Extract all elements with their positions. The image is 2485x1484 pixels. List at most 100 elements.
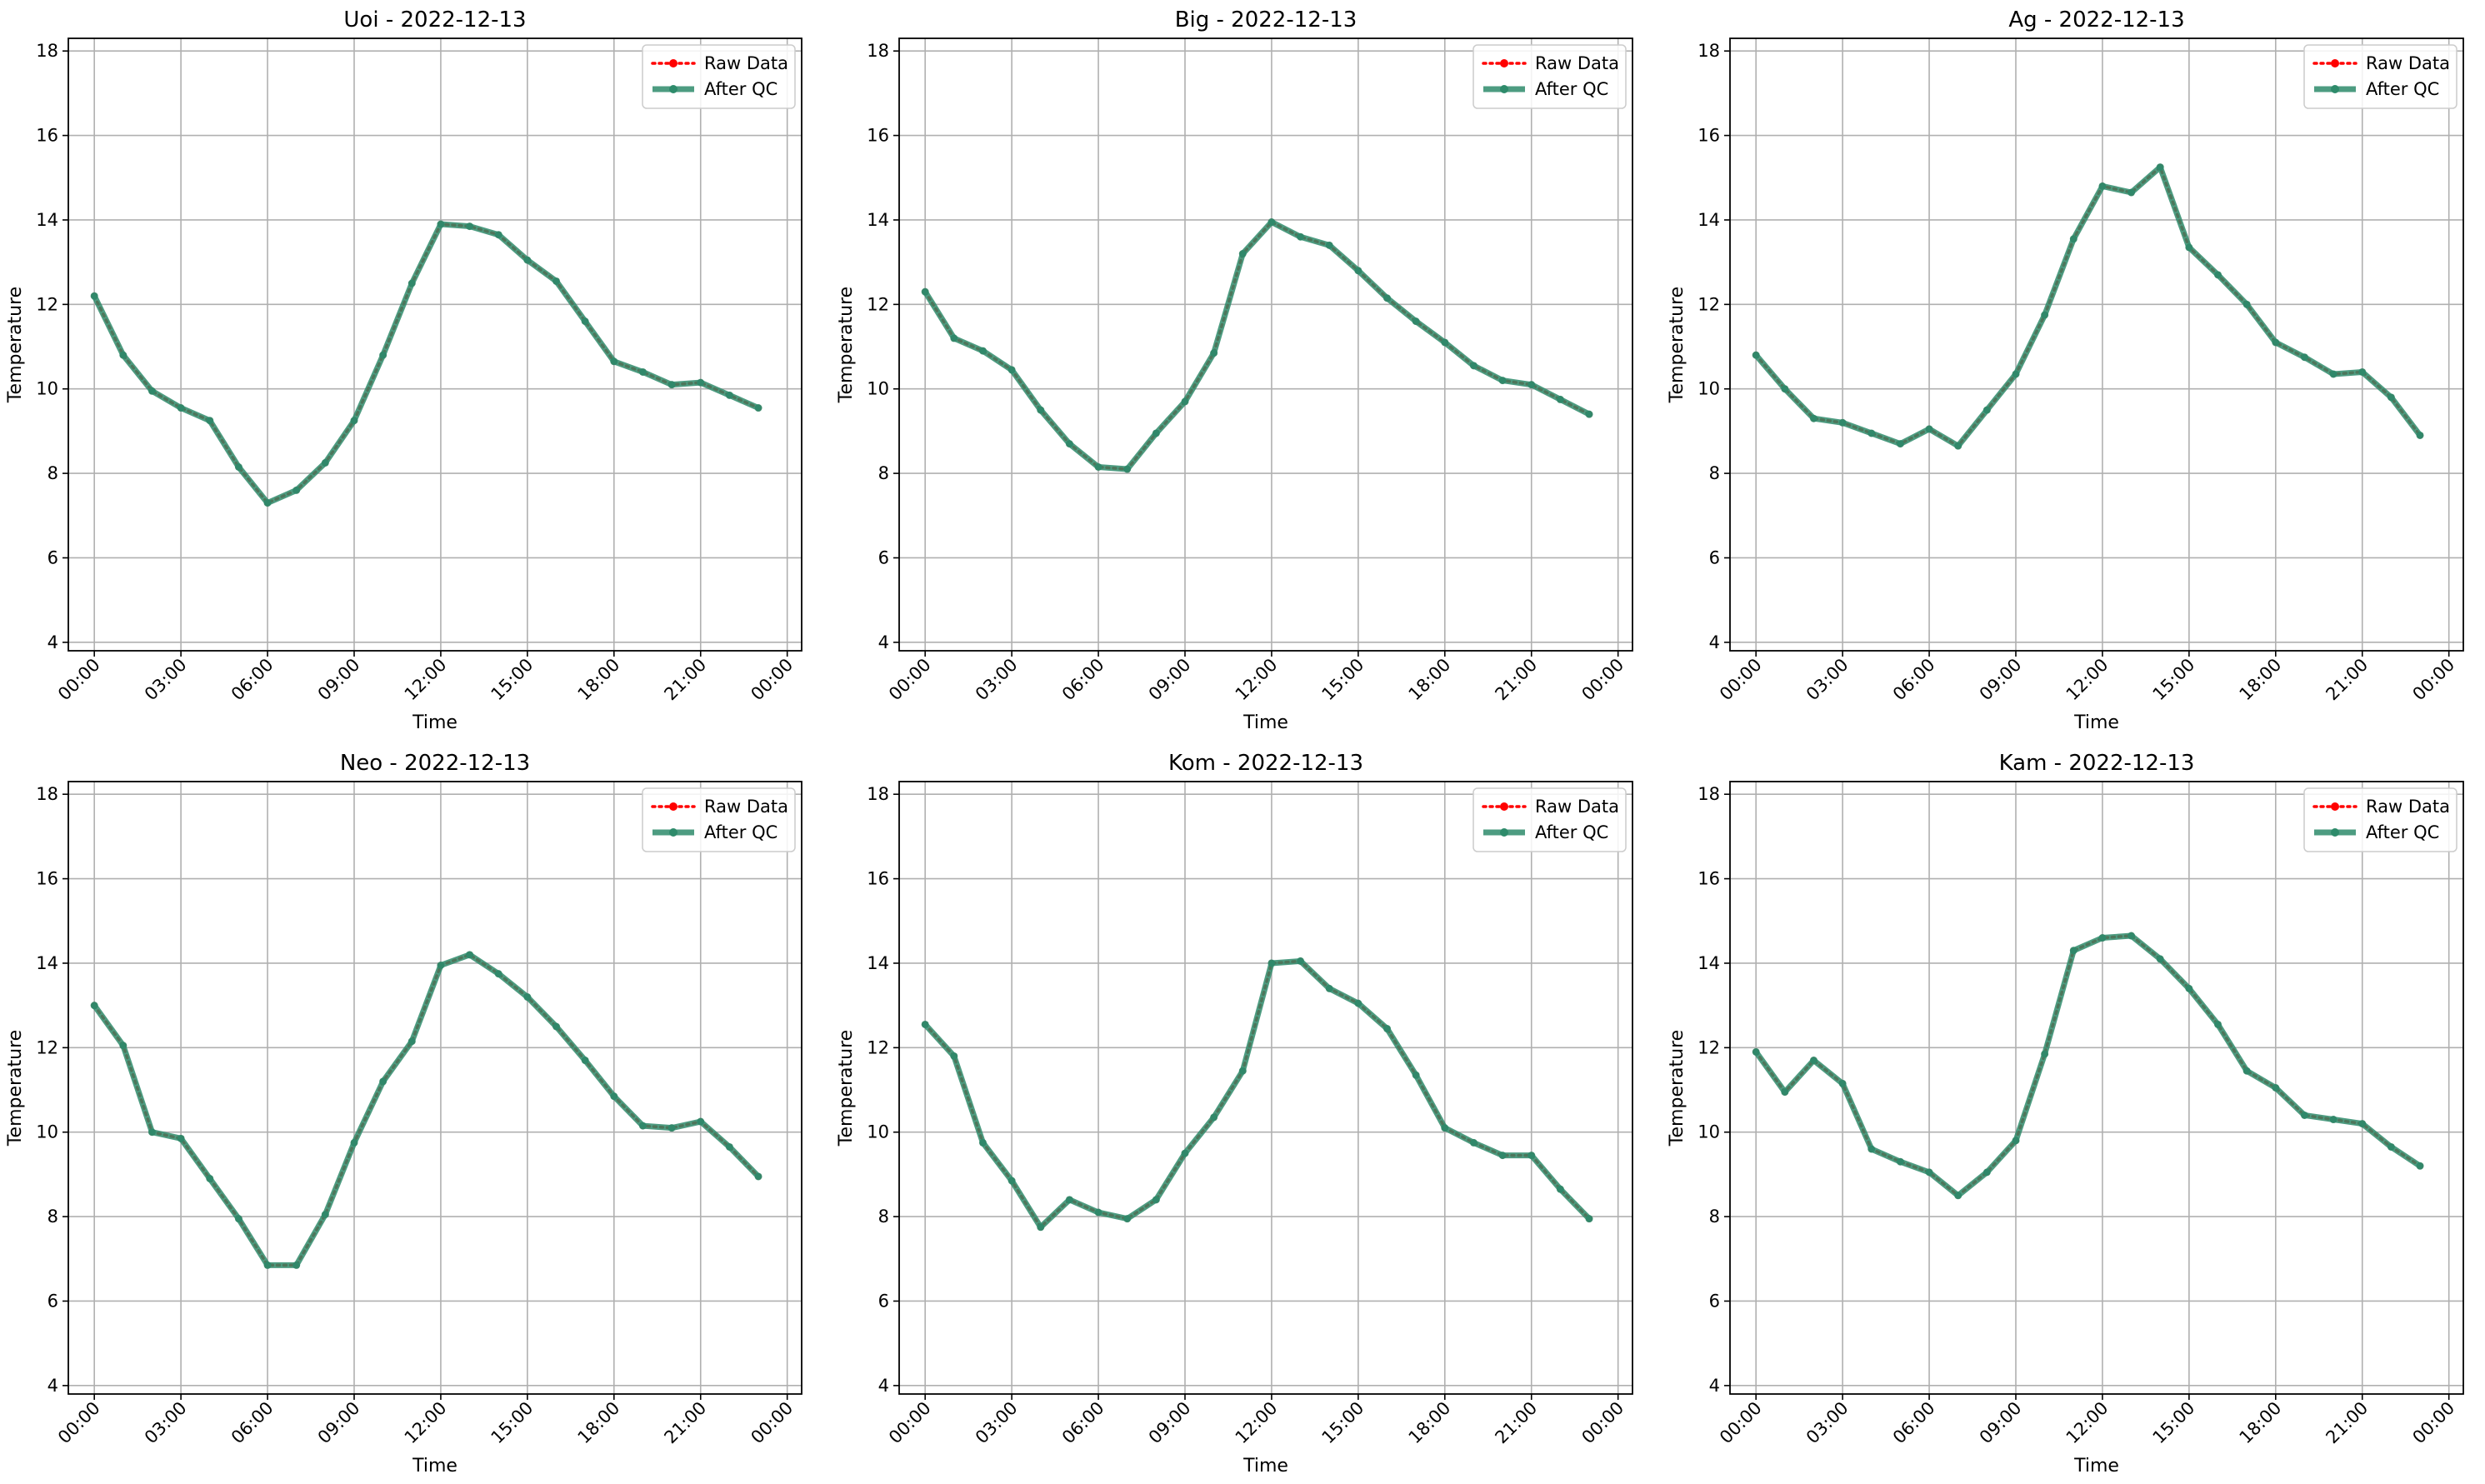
qc-data-point [2300,353,2308,362]
y-tick-label: 12 [1698,294,1720,314]
legend-label: Raw Data [1535,53,1619,73]
qc-data-point [1954,442,1962,450]
y-tick-label: 12 [867,1037,889,1057]
qc-data-point [581,317,589,326]
x-tick-label: 09:00 [1976,1398,2026,1448]
x-tick-label: 00:00 [54,1398,104,1448]
qc-data-point [1238,1067,1247,1075]
qc-data-point [466,951,474,959]
qc-data-point [523,993,532,1002]
qc-data-point [725,1142,733,1151]
qc-data-point [466,222,474,231]
qc-data-point [494,231,502,239]
y-tick-label: 18 [36,784,58,804]
qc-data-point [1896,1157,1904,1166]
legend-raw-marker [1500,802,1508,811]
qc-data-line [922,957,1592,1231]
qc-data-point [1123,1215,1132,1223]
qc-data-point [1210,349,1218,357]
x-tick-label: 09:00 [1976,655,2026,705]
x-tick-label: 00:00 [1716,655,1766,705]
x-tick-label: 03:00 [141,655,191,705]
qc-data-point [292,1261,301,1269]
qc-data-point [1528,1152,1536,1160]
x-tick-label: 15:00 [2149,1398,2199,1448]
qc-data-point [2242,1067,2251,1075]
qc-data-point [2156,163,2164,172]
x-tick-label: 15:00 [488,1398,538,1448]
subplot: 4 6 8 10 12 14 16 18 00:00 03:00 06:00 09:00 12:00 15… [836,751,1633,1477]
qc-data-point [1868,429,1876,437]
y-tick-label: 14 [1698,953,1720,973]
legend-qc-marker [1500,828,1508,837]
x-tick-label: 00:00 [885,1398,935,1448]
qc-data-point [494,970,502,978]
x-tick-label: 12:00 [401,655,451,705]
y-tick-label: 10 [36,1122,58,1142]
qc-data-point [697,1117,705,1126]
qc-data-point [2272,338,2280,347]
y-tick-label: 4 [48,1376,58,1396]
y-tick-label: 8 [48,463,58,483]
y-tick-label: 16 [867,869,889,889]
qc-data-point [1781,1088,1789,1097]
y-axis-label: Temperature [836,287,857,403]
qc-data-point [638,1122,647,1130]
x-tick-label: 00:00 [1716,1398,1766,1448]
qc-data-point [2012,1137,2020,1145]
qc-data-point [1556,1185,1564,1193]
qc-data-point [725,391,733,399]
qc-data-point [263,499,272,507]
qc-data-point [1354,267,1362,275]
y-tick-label: 14 [36,953,58,973]
qc-data-point [1037,1223,1045,1232]
chart-title: Kam - 2022-12-13 [1999,751,2195,776]
x-axis-label: Time [1242,1456,1288,1477]
y-tick-label: 14 [867,210,889,230]
qc-data-point [206,417,214,425]
qc-data-point [379,1077,388,1086]
qc-data-point [921,1020,929,1028]
x-tick-label: 18:00 [1405,1398,1455,1448]
y-tick-label: 10 [867,1122,889,1142]
qc-data-point [2358,367,2367,376]
qc-data-line [91,952,762,1268]
qc-data-point [1065,1196,1073,1204]
legend-qc-marker [669,828,678,837]
qc-data-point [1752,351,1760,359]
qc-data-point [1441,1124,1449,1132]
qc-data-point [2128,932,2136,940]
legend-raw-marker [2331,59,2339,67]
x-tick-label: 18:00 [574,1398,624,1448]
qc-data-point [668,1124,676,1132]
x-axis-label: Time [2073,1456,2119,1477]
qc-data-point [1094,463,1102,471]
qc-data-point [950,334,958,342]
qc-data-point [2098,934,2107,942]
qc-data-point [1008,1177,1016,1185]
legend-qc-marker [2331,85,2339,93]
y-tick-label: 4 [48,632,58,652]
qc-data-point [2069,235,2078,243]
qc-data-point [1896,440,1904,448]
y-tick-label: 12 [36,1037,58,1057]
legend: Raw Data After QC [2303,787,2458,852]
y-tick-label: 6 [1709,547,1720,567]
qc-data-point [292,486,301,494]
qc-data-point [552,277,561,285]
x-tick-label: 15:00 [1318,655,1368,705]
qc-data-point [2012,370,2020,378]
raw-data-line [92,222,760,505]
y-tick-label: 10 [867,379,889,399]
qc-data-point [2041,1050,2049,1058]
qc-data-point [2185,984,2193,992]
y-tick-label: 16 [1698,869,1720,889]
x-tick-label: 06:00 [1058,1398,1108,1448]
legend-box [1472,787,1627,852]
qc-data-point [2098,182,2107,190]
qc-data-point [1181,1149,1189,1157]
axes-frame [1729,37,2464,652]
qc-data-point [379,351,388,359]
axes-frame [898,781,1633,1395]
legend-box [1472,44,1627,109]
